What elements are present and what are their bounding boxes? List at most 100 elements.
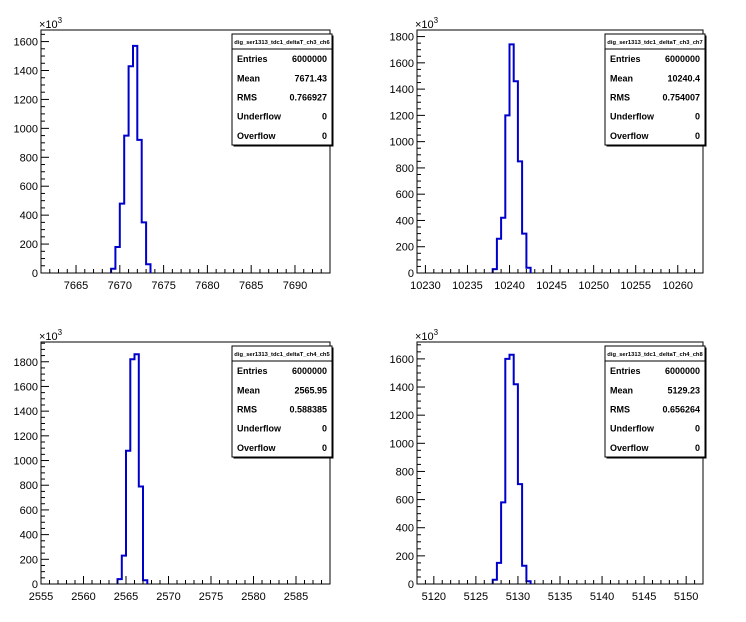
x-tick-label: 2585 [284,591,308,603]
x-tick-label: 5130 [506,591,530,603]
stats-value: 7671.43 [294,73,327,83]
stats-label: Underflow [610,424,655,434]
stats-label: Overflow [237,443,277,453]
y-tick-label: 1200 [14,431,38,443]
x-tick-label: 5135 [548,591,572,603]
stats-label: Mean [237,385,260,395]
y-tick-label: 1000 [390,438,414,450]
stats-value: 0.754007 [662,93,700,103]
stats-box: dig_ser1313_tdc1_deltaT_ch4_ch8 Entries 60… [604,345,707,459]
y-tick-label: 1600 [14,381,38,393]
stats-value: 5129.23 [667,385,700,395]
y-tick-label: 1200 [390,110,414,122]
y-axis-multiplier: ×103 [415,16,439,31]
x-tick-label: 5140 [590,591,614,603]
y-tick-label: 800 [396,163,414,175]
stats-box: dig_ser1313_tdc1_deltaT_ch3_ch6 Entries 60… [231,33,334,147]
y-tick-label: 1600 [390,354,414,366]
stats-label: Underflow [610,112,655,122]
y-tick-label: 1200 [390,410,414,422]
histogram-series [491,43,532,273]
stats-label: Entries [610,54,641,64]
stats-label: Entries [237,366,268,376]
stats-title: dig_ser1313_tdc1_deltaT_ch4_ch8 [607,352,703,358]
x-tick-label: 2580 [241,591,265,603]
y-tick-label: 1400 [390,84,414,96]
y-tick-label: 600 [20,505,38,517]
y-tick-label: 200 [20,239,38,251]
x-tick-label: 7685 [239,280,263,292]
y-tick-label: 1800 [390,32,414,44]
x-tick-label: 2565 [114,591,138,603]
stats-box: dig_ser1313_tdc1_deltaT_ch3_ch7 Entries 60… [604,33,707,147]
x-tick-label: 10235 [452,280,483,292]
histogram-panel-4: 5120 5125 5130 5135 5140 5145 5150 0 200 400 600 80… [390,328,707,603]
x-tick-label: 10245 [536,280,567,292]
stats-value: 0 [695,112,700,122]
stats-box: dig_ser1313_tdc1_deltaT_ch4_ch5 Entries 60… [231,345,334,459]
histogram-series [491,353,532,584]
stats-title: dig_ser1313_tdc1_deltaT_ch4_ch5 [234,352,330,358]
stats-value: 6000000 [665,366,700,376]
histogram-series [116,353,149,584]
y-tick-label: 400 [20,530,38,542]
stats-label: Mean [610,385,633,395]
x-tick-label: 10250 [578,280,609,292]
y-tick-label: 400 [396,215,414,227]
stats-value: 6000000 [665,54,700,64]
stats-value: 0.656264 [662,405,700,415]
stats-value: 0 [322,443,327,453]
stats-value: 0.766927 [289,93,327,103]
x-tick-label: 10255 [620,280,651,292]
y-axis-multiplier: ×103 [39,328,63,343]
stats-label: Overflow [610,131,650,141]
y-tick-label: 1000 [390,137,414,149]
stats-label: RMS [237,93,257,103]
y-tick-label: 1200 [14,94,38,106]
y-tick-label: 0 [32,268,38,280]
stats-box-frame [231,345,333,458]
histogram-panel-1: 7665 7670 7675 7680 7685 7690 0 200 400 600 800 100… [14,16,334,292]
stats-label: RMS [610,405,630,415]
plot-frame [40,29,331,274]
stats-label: Entries [237,54,268,64]
stats-title: dig_ser1313_tdc1_deltaT_ch3_ch7 [607,40,702,46]
x-tick-label: 10260 [662,280,693,292]
x-tick-label: 10240 [494,280,525,292]
y-tick-label: 800 [20,480,38,492]
y-tick-label: 400 [396,523,414,535]
y-tick-label: 1600 [14,37,38,49]
stats-box-frame [604,33,706,146]
stats-label: Overflow [610,443,650,453]
x-tick-label: 5145 [632,591,656,603]
x-tick-label: 2575 [199,591,223,603]
x-tick-label: 7665 [64,280,88,292]
stats-box-frame [231,33,333,146]
y-tick-label: 200 [396,242,414,254]
x-tick-label: 2570 [156,591,180,603]
stats-label: Underflow [237,112,282,122]
y-tick-label: 1000 [14,123,38,135]
y-tick-label: 400 [20,210,38,222]
stats-value: 2565.95 [294,385,327,395]
histogram-panel-2: 10230 10235 10240 10245 10250 10255 10260 0 200 4… [390,16,707,292]
x-tick-label: 5150 [674,591,698,603]
y-tick-label: 600 [396,495,414,507]
y-tick-label: 0 [408,579,414,591]
stats-label: Entries [610,366,641,376]
stats-value: 6000000 [292,366,327,376]
y-axis-multiplier: ×103 [415,328,439,343]
stats-value: 0.588385 [289,405,327,415]
stats-value: 0 [322,112,327,122]
x-tick-label: 7690 [283,280,307,292]
x-tick-label: 2560 [71,591,95,603]
y-tick-label: 600 [20,181,38,193]
stats-title: dig_ser1313_tdc1_deltaT_ch3_ch6 [234,40,330,46]
x-tick-label: 7675 [151,280,175,292]
y-tick-label: 0 [408,268,414,280]
y-tick-label: 1000 [14,456,38,468]
y-tick-label: 800 [396,466,414,478]
stats-label: RMS [610,93,630,103]
y-tick-label: 1400 [14,406,38,418]
